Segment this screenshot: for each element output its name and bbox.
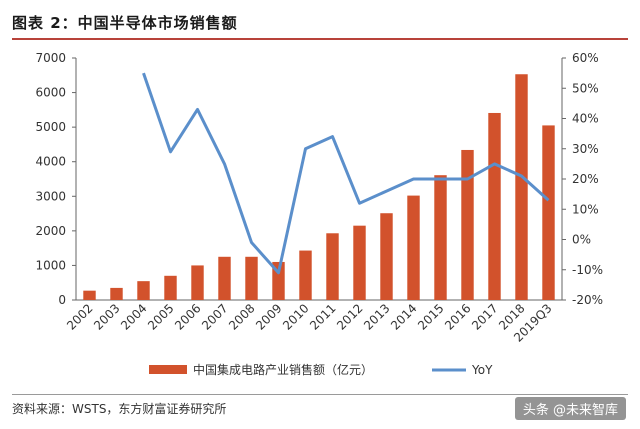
watermark: 头条 @未来智库 bbox=[514, 397, 626, 420]
bar bbox=[353, 225, 366, 300]
x-tick-label: 2009 bbox=[253, 301, 284, 332]
right-tick-label: 20% bbox=[572, 172, 599, 186]
x-tick-label: 2015 bbox=[415, 301, 446, 332]
right-tick-label: 60% bbox=[572, 51, 599, 65]
legend-bar-label: 中国集成电路产业销售额（亿元） bbox=[193, 362, 373, 377]
x-tick-label: 2012 bbox=[334, 301, 365, 332]
title-rule bbox=[12, 38, 628, 40]
bar bbox=[407, 195, 420, 300]
right-tick-label: 30% bbox=[572, 142, 599, 156]
legend-bar-swatch bbox=[149, 365, 187, 374]
left-tick-label: 6000 bbox=[35, 86, 66, 100]
bar bbox=[299, 250, 312, 300]
bar bbox=[218, 256, 231, 300]
x-tick-label: 2004 bbox=[118, 301, 149, 332]
bar bbox=[461, 149, 474, 300]
right-tick-label: -10% bbox=[572, 263, 603, 277]
bar bbox=[110, 287, 123, 300]
bar bbox=[245, 256, 258, 300]
x-tick-label: 2011 bbox=[307, 301, 338, 332]
bar-series bbox=[83, 74, 555, 301]
x-tick-label: 2007 bbox=[199, 301, 230, 332]
legend: 中国集成电路产业销售额（亿元） YoY bbox=[149, 362, 493, 377]
bar bbox=[542, 125, 555, 301]
left-tick-label: 7000 bbox=[35, 51, 66, 65]
bar bbox=[380, 213, 393, 300]
bar bbox=[488, 112, 501, 301]
bar bbox=[326, 233, 339, 300]
x-tick-label: 2006 bbox=[172, 301, 203, 332]
bar bbox=[164, 275, 177, 300]
x-tick-label: 2008 bbox=[226, 301, 257, 332]
right-tick-label: 0% bbox=[572, 233, 591, 247]
source-note: 资料来源：WSTS，东方财富证券研究所 bbox=[12, 402, 227, 416]
left-tick-label: 5000 bbox=[35, 120, 66, 134]
right-tick-label: -20% bbox=[572, 293, 603, 307]
left-tick-label: 4000 bbox=[35, 155, 66, 169]
left-axis-ticks: 0 1000 2000 3000 4000 5000 6000 7000 bbox=[35, 51, 76, 307]
x-tick-label: 2017 bbox=[469, 301, 500, 332]
x-tick-label: 2013 bbox=[361, 301, 392, 332]
left-tick-label: 3000 bbox=[35, 189, 66, 203]
x-tick-label: 2005 bbox=[145, 301, 176, 332]
x-tick-label: 2014 bbox=[388, 301, 419, 332]
yoy-series bbox=[142, 72, 550, 275]
x-tick-label: 2003 bbox=[91, 301, 122, 332]
header: 图表 2：中国半导体市场销售额 bbox=[12, 6, 628, 40]
legend-line-label: YoY bbox=[471, 363, 493, 377]
x-axis-ticks: 2002200320042005200620072008200920102011… bbox=[64, 301, 554, 345]
yoy-line bbox=[142, 72, 550, 275]
bar bbox=[515, 74, 528, 301]
bar bbox=[83, 290, 96, 300]
right-tick-label: 40% bbox=[572, 112, 599, 126]
left-tick-label: 0 bbox=[58, 293, 66, 307]
right-tick-label: 10% bbox=[572, 202, 599, 216]
left-tick-label: 2000 bbox=[35, 224, 66, 238]
chart-title: 图表 2：中国半导体市场销售额 bbox=[12, 14, 238, 32]
x-tick-label: 2010 bbox=[280, 301, 311, 332]
left-tick-label: 1000 bbox=[35, 258, 66, 272]
bar bbox=[191, 265, 204, 300]
bar bbox=[137, 281, 150, 300]
x-tick-label: 2016 bbox=[442, 301, 473, 332]
bar bbox=[434, 175, 447, 300]
right-tick-label: 50% bbox=[572, 81, 599, 95]
footer-rule bbox=[12, 394, 628, 395]
x-tick-label: 2002 bbox=[64, 301, 95, 332]
right-axis-ticks: -20% -10% 0% 10% 20% 30% 40% 50% 60% bbox=[562, 51, 603, 307]
